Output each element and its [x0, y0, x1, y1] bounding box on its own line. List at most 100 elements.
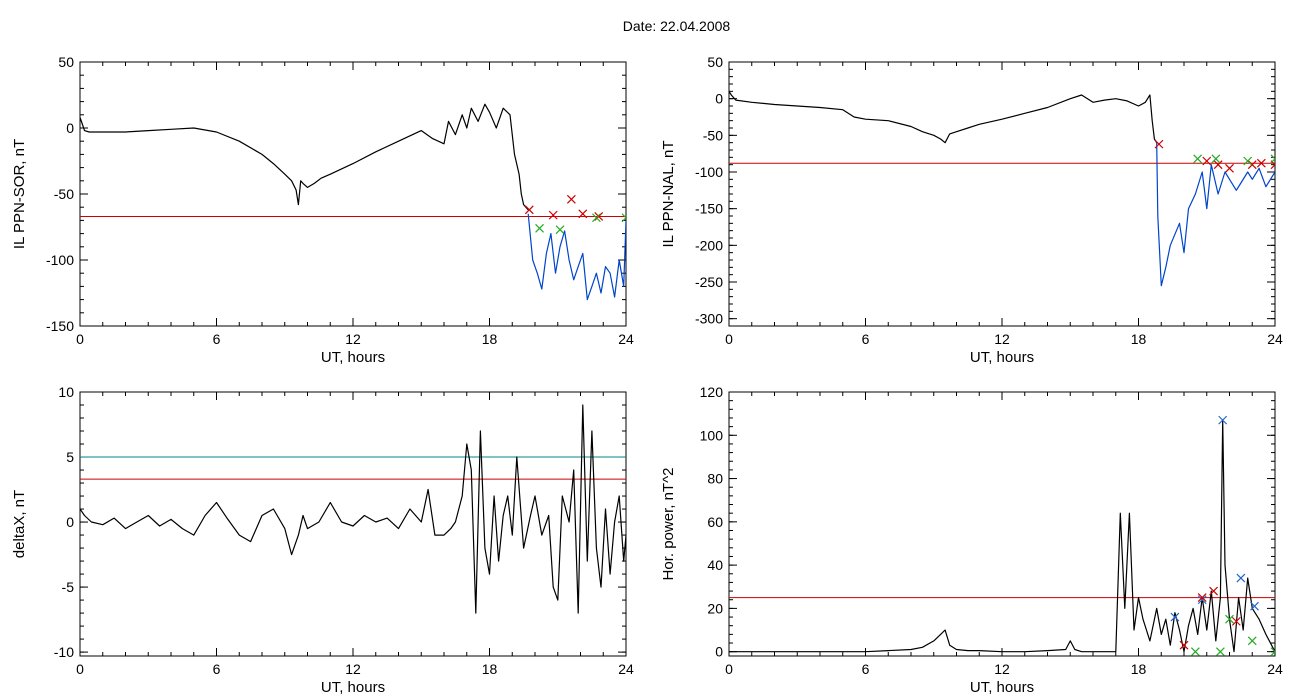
x-tick-label: 12: [345, 331, 361, 347]
plot-area: [80, 103, 626, 301]
y-tick-label: -50: [54, 186, 74, 202]
data-marker: [578, 209, 588, 219]
y-tick-label: 80: [707, 471, 723, 487]
data-marker: [1270, 647, 1275, 656]
x-tick-label: 24: [618, 661, 634, 677]
data-marker: [1209, 586, 1218, 596]
x-tick-label: 24: [618, 331, 634, 347]
x-tick-label: 0: [725, 661, 733, 677]
y-axis-label: IL PPN-NAL, nT: [660, 141, 677, 248]
y-tick-label: 60: [707, 514, 723, 530]
data-marker: [1211, 154, 1221, 164]
series-line: [527, 213, 626, 301]
y-tick-label: 20: [707, 600, 723, 616]
x-tick-label: 12: [345, 661, 361, 677]
plot-frame: [728, 61, 1276, 327]
y-tick-label: 0: [715, 644, 723, 660]
data-marker: [1154, 139, 1164, 149]
data-marker: [592, 213, 601, 223]
plot-frame: [79, 61, 627, 327]
x-tick-label: 6: [213, 331, 221, 347]
plot-panel-deltax: 0 6 12 18 24 -10 -5 0 5 10 UT, hours deltaX, nT: [11, 384, 634, 696]
x-tick-label: 12: [994, 331, 1010, 347]
x-tick-label: 0: [76, 331, 84, 347]
y-axis-label: Hor. power, nT^2: [660, 468, 677, 581]
plot-panel-sor: 0 6 12 18 24 -150 -100 -50 0 50 UT, hours IL PPN-SO…: [11, 54, 634, 366]
x-axis-label: UT, hours: [970, 349, 1034, 366]
data-marker: [524, 205, 534, 215]
plot-panel-horpower: 0 6 12 18 24 0 20 40 60 80 100 120 UT, hours Hor. pow…: [660, 384, 1283, 696]
x-tick-label: 18: [482, 661, 498, 677]
data-marker: [1193, 154, 1203, 164]
data-marker: [1215, 647, 1225, 656]
data-marker: [1170, 612, 1180, 622]
x-axis-label: UT, hours: [321, 679, 385, 696]
data-marker: [1225, 163, 1234, 173]
y-tick-label: 50: [58, 54, 74, 70]
data-marker: [1202, 156, 1212, 166]
x-tick-label: 0: [725, 331, 733, 347]
data-marker: [1247, 160, 1257, 170]
data-marker: [1231, 616, 1241, 626]
series-line: [80, 103, 529, 211]
plot-panel-nal: 0 6 12 18 24 -300 -250 -200 -150 -100 -50 0 50 UT, ho…: [660, 54, 1283, 366]
data-marker: [594, 212, 604, 221]
data-marker: [1197, 595, 1207, 605]
x-tick-label: 18: [1131, 661, 1147, 677]
y-tick-label: 100: [700, 427, 724, 443]
y-tick-label: -150: [695, 201, 723, 217]
y-tick-label: 10: [58, 384, 74, 400]
y-tick-label: -5: [62, 579, 75, 595]
data-marker: [1243, 156, 1253, 166]
x-axis-label: UT, hours: [970, 679, 1034, 696]
data-marker: [1213, 160, 1223, 170]
data-marker: [1225, 614, 1234, 624]
y-tick-label: 0: [715, 91, 723, 107]
data-marker: [555, 225, 565, 235]
y-tick-label: 0: [66, 514, 74, 530]
series-line: [1156, 142, 1275, 287]
y-tick-label: 5: [66, 449, 74, 465]
page-title: Date: 22.04.2008: [622, 18, 731, 34]
x-tick-label: 24: [1267, 331, 1283, 347]
series-line: [729, 90, 1158, 144]
x-tick-label: 0: [76, 661, 84, 677]
data-marker: [1247, 636, 1257, 646]
data-marker: [1190, 647, 1200, 656]
series-line: [729, 419, 1275, 653]
data-marker: [1256, 158, 1266, 168]
y-axis-label: deltaX, nT: [11, 490, 28, 558]
x-tick-label: 6: [862, 331, 870, 347]
data-marker: [1236, 573, 1246, 583]
y-tick-label: -10: [54, 644, 74, 660]
x-tick-label: 12: [994, 661, 1010, 677]
y-tick-label: -200: [695, 237, 723, 253]
y-tick-label: -100: [695, 164, 723, 180]
data-marker: [1270, 154, 1275, 164]
data-marker: [1218, 415, 1228, 425]
y-tick-label: 0: [66, 120, 74, 136]
data-marker: [1179, 640, 1189, 650]
data-marker: [566, 194, 576, 204]
x-tick-label: 24: [1267, 661, 1283, 677]
data-marker: [1197, 593, 1207, 602]
y-tick-label: -150: [46, 318, 74, 334]
data-marker: [621, 213, 626, 223]
y-tick-label: -300: [695, 311, 723, 327]
series-line: [80, 404, 626, 614]
plot-area: [729, 415, 1275, 656]
data-marker: [535, 223, 544, 233]
plot-area: [729, 90, 1275, 287]
data-marker: [548, 210, 558, 220]
x-tick-label: 6: [213, 661, 221, 677]
y-axis-label: IL PPN-SOR, nT: [11, 139, 28, 249]
x-tick-label: 18: [1131, 331, 1147, 347]
y-tick-label: 50: [707, 54, 723, 70]
x-axis-label: UT, hours: [321, 349, 385, 366]
y-tick-label: -50: [703, 127, 723, 143]
x-tick-label: 6: [862, 661, 870, 677]
data-marker: [1250, 601, 1259, 611]
x-tick-label: 18: [482, 331, 498, 347]
y-tick-label: 120: [700, 384, 724, 400]
